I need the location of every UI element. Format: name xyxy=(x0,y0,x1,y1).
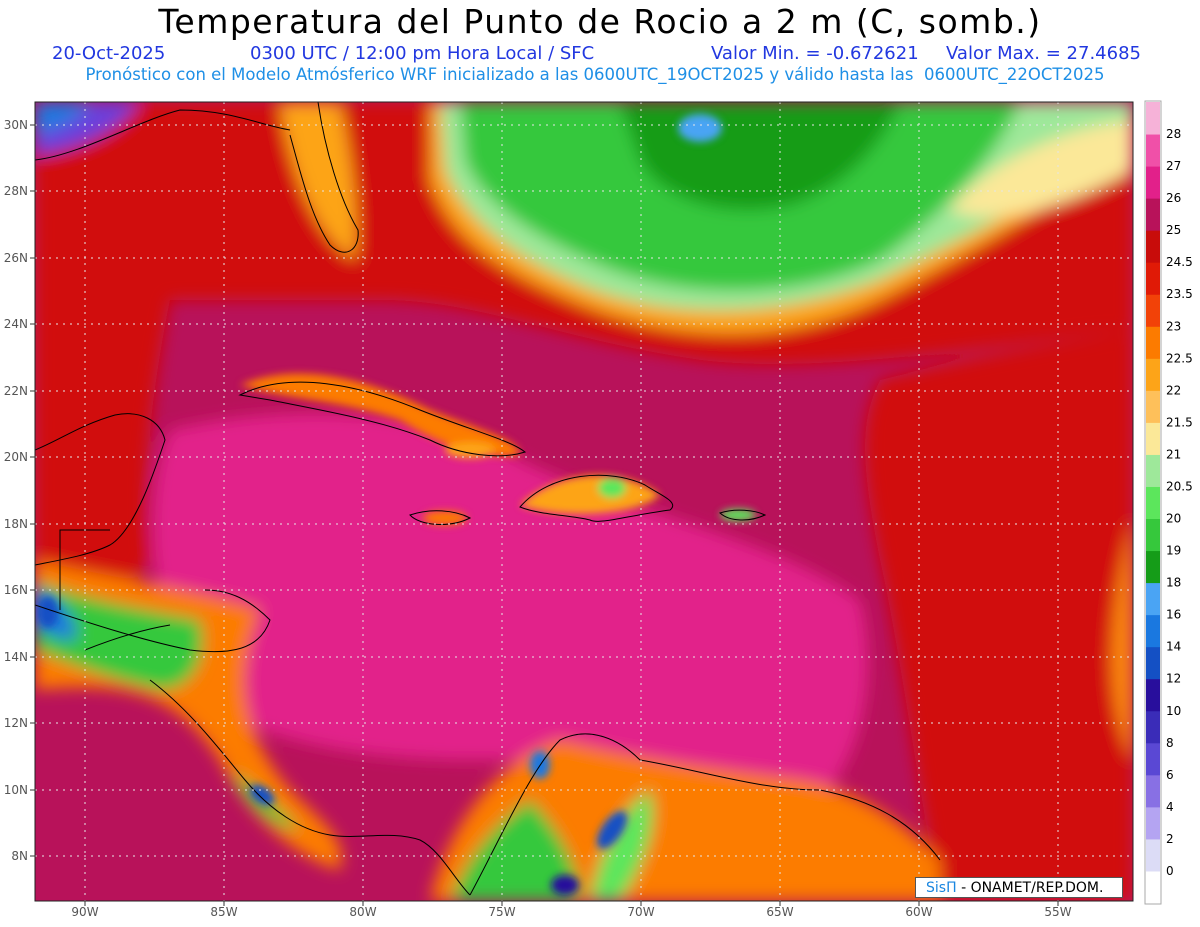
lat-tick-label: 30N xyxy=(4,118,28,132)
legend-frame xyxy=(1144,100,1162,905)
legend-swatch xyxy=(1146,678,1160,712)
legend-level-label: 19 xyxy=(1166,544,1181,558)
legend-level-label: 22.5 xyxy=(1166,351,1193,365)
max-value: Valor Max. = 27.4685 xyxy=(946,43,1141,64)
legend-level-label: 21 xyxy=(1166,447,1181,461)
lon-tick-label: 90W xyxy=(71,905,98,919)
legend-swatch xyxy=(1146,422,1160,455)
legend-level-label: 23.5 xyxy=(1166,287,1193,301)
lat-tick-label: 22N xyxy=(4,384,28,398)
legend-swatch xyxy=(1146,742,1160,776)
legend-level-label: 27 xyxy=(1166,159,1181,173)
legend-swatch xyxy=(1146,198,1160,231)
legend-level-label: 18 xyxy=(1166,576,1181,590)
lat-tick-label: 26N xyxy=(4,251,28,265)
legend-swatch xyxy=(1146,230,1160,263)
legend-level-label: 20 xyxy=(1166,512,1181,526)
lon-tick-label: 70W xyxy=(627,905,654,919)
legend-swatch xyxy=(1146,262,1160,295)
legend-swatch xyxy=(1146,326,1160,359)
legend-level-label: 23 xyxy=(1166,319,1181,333)
lon-tick-marks xyxy=(84,901,1059,906)
credit-text: - ONAMET/REP.DOM. xyxy=(961,880,1104,896)
legend-level-label: 0 xyxy=(1166,864,1174,878)
legend-level-label: 2 xyxy=(1166,832,1174,846)
legend-swatch xyxy=(1146,646,1160,680)
lat-tick-marks xyxy=(30,124,35,857)
grid-lines xyxy=(35,102,1133,901)
lon-tick-label: 85W xyxy=(210,905,237,919)
lon-tick-label: 80W xyxy=(349,905,376,919)
lat-axis: 30N 28N 26N 24N 22N 20N 18N 16N 14N 12N … xyxy=(4,118,28,863)
dewpoint-field xyxy=(35,102,1133,901)
legend-swatch xyxy=(1146,518,1160,552)
legend-level-label: 10 xyxy=(1166,704,1181,718)
coastlines xyxy=(35,102,941,896)
legend-swatch xyxy=(1146,102,1160,135)
legend-swatch xyxy=(1146,774,1160,808)
legend-swatch xyxy=(1146,806,1160,840)
lon-tick-label: 75W xyxy=(488,905,515,919)
legend-level-label: 21.5 xyxy=(1166,415,1193,429)
legend-level-label: 26 xyxy=(1166,191,1181,205)
legend-swatch xyxy=(1146,134,1160,167)
legend-level-label: 22 xyxy=(1166,383,1181,397)
lat-tick-label: 20N xyxy=(4,450,28,464)
lat-tick-label: 28N xyxy=(4,184,28,198)
legend-level-label: 20.5 xyxy=(1166,479,1193,493)
legend-swatch xyxy=(1146,166,1160,199)
lon-tick-label: 65W xyxy=(766,905,793,919)
min-value: Valor Min. = -0.672621 xyxy=(711,43,919,64)
legend-level-label: 28 xyxy=(1166,127,1181,141)
lon-tick-label: 60W xyxy=(905,905,932,919)
legend-level-label: 8 xyxy=(1166,736,1174,750)
model-info: Pronóstico con el Modelo Atmósferico WRF… xyxy=(85,65,1105,84)
lat-tick-label: 10N xyxy=(4,783,28,797)
legend-level-label: 25 xyxy=(1166,223,1181,237)
lat-tick-label: 14N xyxy=(4,650,28,664)
legend-level-label: 14 xyxy=(1166,640,1181,654)
legend-swatch xyxy=(1146,486,1160,520)
legend-swatch xyxy=(1146,614,1160,648)
credit-box: SisΠ - ONAMET/REP.DOM. xyxy=(915,877,1123,898)
legend-level-label: 12 xyxy=(1166,672,1181,686)
map-title: Temperatura del Punto de Rocio a 2 m (C,… xyxy=(158,2,1042,41)
lat-tick-label: 8N xyxy=(11,849,28,863)
lon-axis: 90W 85W 80W 75W 70W 65W 60W 55W xyxy=(71,905,1071,919)
legend-swatch xyxy=(1146,582,1160,616)
legend-swatch xyxy=(1146,358,1160,391)
lon-tick-label: 55W xyxy=(1044,905,1071,919)
legend-swatch xyxy=(1146,454,1160,487)
forecast-date: 20-Oct-2025 xyxy=(52,43,166,64)
legend-swatch xyxy=(1146,390,1160,423)
legend-swatch xyxy=(1146,870,1160,904)
legend-swatch xyxy=(1146,550,1160,584)
legend-level-label: 6 xyxy=(1166,768,1174,782)
legend-swatch xyxy=(1146,294,1160,327)
brand-logo: SisΠ xyxy=(926,880,957,896)
color-legend: 0 2 4 6 8 10 12 14 16 18 19 20 20.5 21 21.5 22 22.5 23 23.… xyxy=(1144,100,1193,905)
legend-level-label: 24.5 xyxy=(1166,255,1193,269)
lat-tick-label: 18N xyxy=(4,517,28,531)
lat-tick-label: 12N xyxy=(4,716,28,730)
map-frame xyxy=(34,101,1134,902)
lat-tick-label: 24N xyxy=(4,317,28,331)
legend-swatch xyxy=(1146,838,1160,872)
forecast-time: 0300 UTC / 12:00 pm Hora Local / SFC xyxy=(250,43,595,64)
legend-level-label: 16 xyxy=(1166,608,1181,622)
legend-level-label: 4 xyxy=(1166,800,1174,814)
lat-tick-label: 16N xyxy=(4,583,28,597)
legend-swatch xyxy=(1146,710,1160,744)
